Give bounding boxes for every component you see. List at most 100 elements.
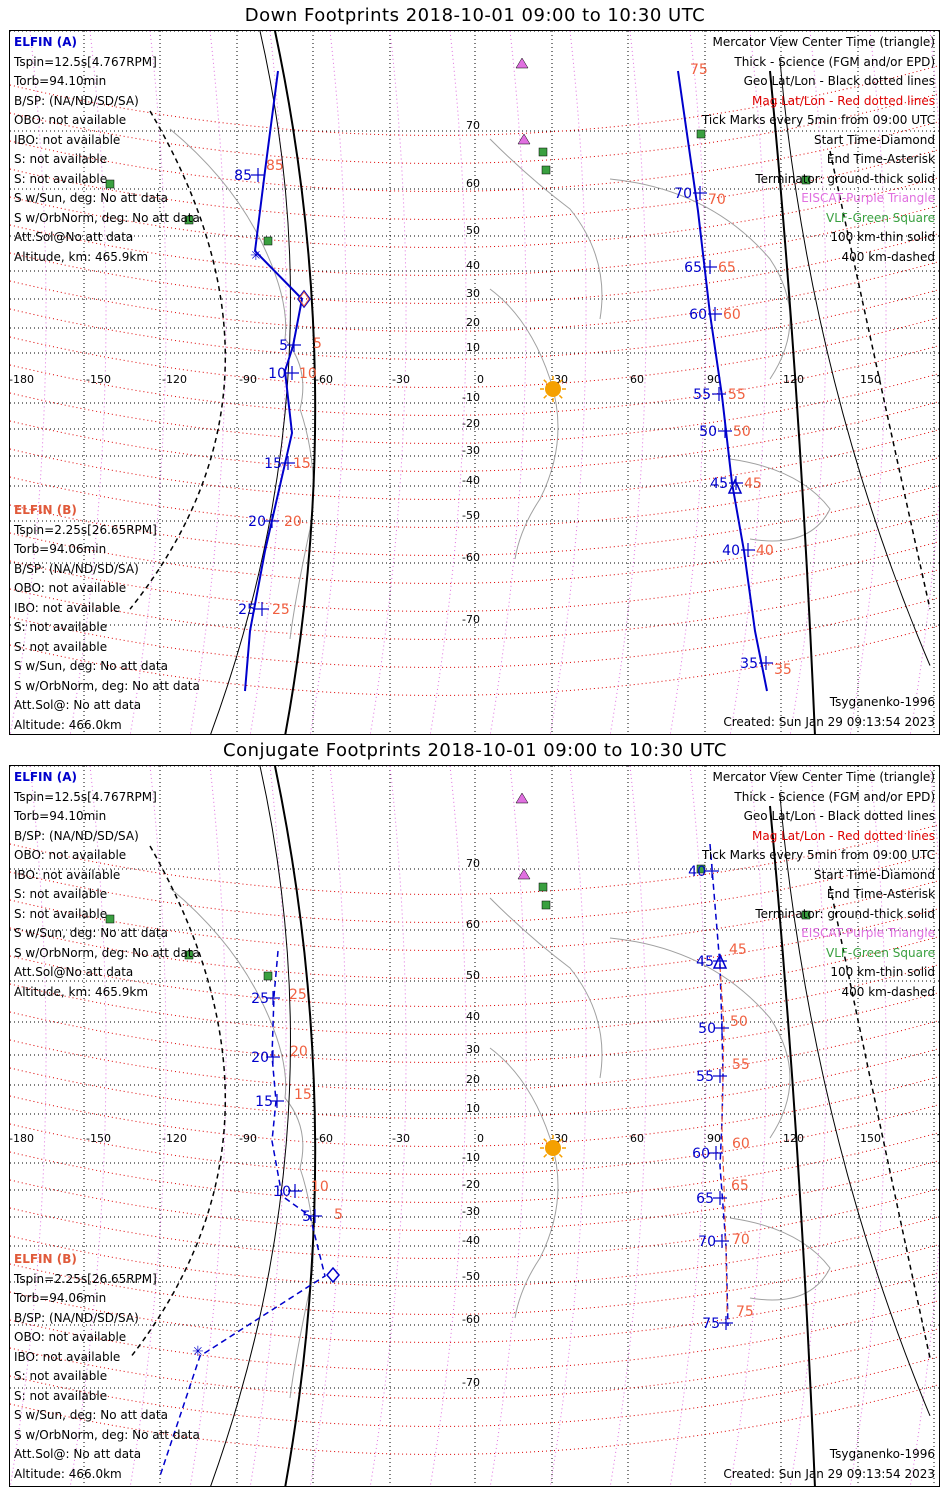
terminator-400km-right [829,885,931,1359]
elfin-b-info-conjugate: ELFIN (B) Tspin=2.25s[26.65RPM] Torb=94.… [14,1250,200,1484]
info-line: Torb=94.10min [14,74,107,88]
elfin-a-info-conjugate: ELFIN (A) Tspin=12.5s[4.767RPM] Torb=94.… [14,768,200,1002]
tick-label-a: 55 [696,1069,714,1085]
info-line: OBO: not available [14,113,127,127]
mag-meridian [189,766,227,1486]
mag-meridian [429,766,467,1486]
info-line: Altitude: 466.0km [14,1466,122,1481]
tick-label-b: 75 [690,62,708,78]
latitude-label: 50 [466,224,480,237]
tick-label-a: 60 [692,1146,710,1162]
tick-label-b: 50 [733,424,751,440]
tick-label-b: 75 [736,1304,754,1320]
end-asterisk: ✳ [250,248,262,264]
info-line: Altitude, km: 465.9km [14,984,149,999]
mag-meridian [789,766,827,1486]
sun-ray [558,1138,563,1143]
terminator-400km-right [829,150,931,610]
mag-meridian [729,31,767,734]
tick-label-a: 70 [674,186,692,202]
info-line: S: not available [14,152,108,166]
map-panel-down: -180 -150 -120 -90 -60 -30 0 30 60 90 120 150 180 70 6… [9,30,940,735]
longitude-label: 120 [783,1132,804,1145]
legend-item: Mag Lat/Lon - Red dotted lines [751,93,935,108]
legend-item: EISCAT-Purple Triangle [801,926,935,940]
latitude-label: -70 [462,613,480,626]
info-line: S w/Sun, deg: No att data [14,659,168,673]
elfin-b-track-right [719,965,728,1317]
terminator-400km-left [129,845,227,1359]
info-line: IBO: not available [14,1349,121,1364]
mag-meridian [429,31,467,734]
terminator-100km-right [779,60,931,666]
legend-item: 400 km-dashed [841,984,935,999]
elfin-a-track-left [244,70,304,692]
mag-meridian [849,31,887,734]
eiscat-triangle [515,57,529,69]
tick-label-a: 45 [696,954,714,970]
map-canvas-down: -180 -150 -120 -90 -60 -30 0 30 60 90 120 150 180 70 6… [10,31,939,734]
latitude-label: 30 [466,1043,480,1056]
tick-label-a: 25 [238,602,256,618]
info-line: S: not available [14,887,108,901]
latitude-label: -70 [462,1376,480,1389]
mag-meridian [10,31,47,734]
legend-item: End Time-Asterisk [826,152,935,166]
end-asterisk: ✳ [192,1344,204,1360]
created-label: Created: Sun Jan 29 09:13:54 2023 [723,714,935,729]
elfin-a-info-down: ELFIN (A) Tspin=12.5s[4.767RPM] Torb=94.… [14,33,200,267]
sun-ray [543,1153,548,1158]
tick-label-b: 65 [718,260,736,276]
vlf-square [696,129,706,139]
start-diamond [297,289,311,309]
info-line: OBO: not available [14,848,127,862]
longitude-label: -60 [315,373,333,386]
vlf-square [538,147,548,157]
longitude-label: 0 [477,373,484,386]
coastline [609,937,791,1139]
legend-item: VLF-Green Square [826,210,935,225]
tick-label-b: 45 [744,476,762,492]
longitude-label: -150 [86,373,111,386]
longitude-label: -30 [392,373,410,386]
tick-label-b: 15 [293,456,311,472]
sun-icon [545,1140,561,1156]
mag-meridian [129,766,167,1486]
created-label: Created: Sun Jan 29 09:13:54 2023 [723,1466,935,1481]
vlf-square [184,215,194,225]
tick-label-b: 10 [299,366,317,382]
vlf-square [263,236,273,246]
latitude-label: 40 [466,259,480,272]
mag-meridian [669,766,707,1486]
tick-label-a: 40 [688,864,706,880]
sun-ray [543,379,548,384]
info-line: Altitude: 466.0km [14,717,122,732]
latitude-label: 60 [466,918,480,931]
legend-item: Geo Lat/Lon - Black dotted lines [743,74,935,88]
model-label: Tsyganenko-1996 [829,695,935,709]
tick-label-b: 50 [730,1014,748,1030]
info-line: S: not available [14,1388,108,1403]
tick-label-b: 5 [313,336,322,352]
tick-label-a: 25 [251,991,269,1007]
panel-title-down: Down Footprints 2018-10-01 09:00 to 10:3… [244,5,706,26]
tick-label-a: 70 [698,1234,716,1250]
legend-item: 100 km-thin solid [830,230,935,244]
terminator-ground-left [274,31,317,734]
start-diamond [326,1266,340,1284]
longitude-label: 60 [630,1132,644,1145]
info-line: IBO: not available [14,600,121,615]
vlf-square [801,910,811,920]
legend-item: EISCAT-Purple Triangle [801,191,935,205]
terminator-100km-right [779,795,931,1416]
coastline [729,458,831,542]
footer-conjugate: Tsyganenko-1996 Created: Sun Jan 29 09:1… [723,1445,935,1484]
tick-label-b: 65 [731,1178,749,1194]
info-line: Torb=94.06min [14,1291,107,1305]
latitude-label: -30 [462,1205,480,1218]
coastline [169,887,304,1169]
longitude-label: 150 [860,373,881,386]
tick-label-b: 25 [289,987,307,1003]
tick-label-b: 25 [272,602,290,618]
tick-label-a: 60 [689,307,707,323]
